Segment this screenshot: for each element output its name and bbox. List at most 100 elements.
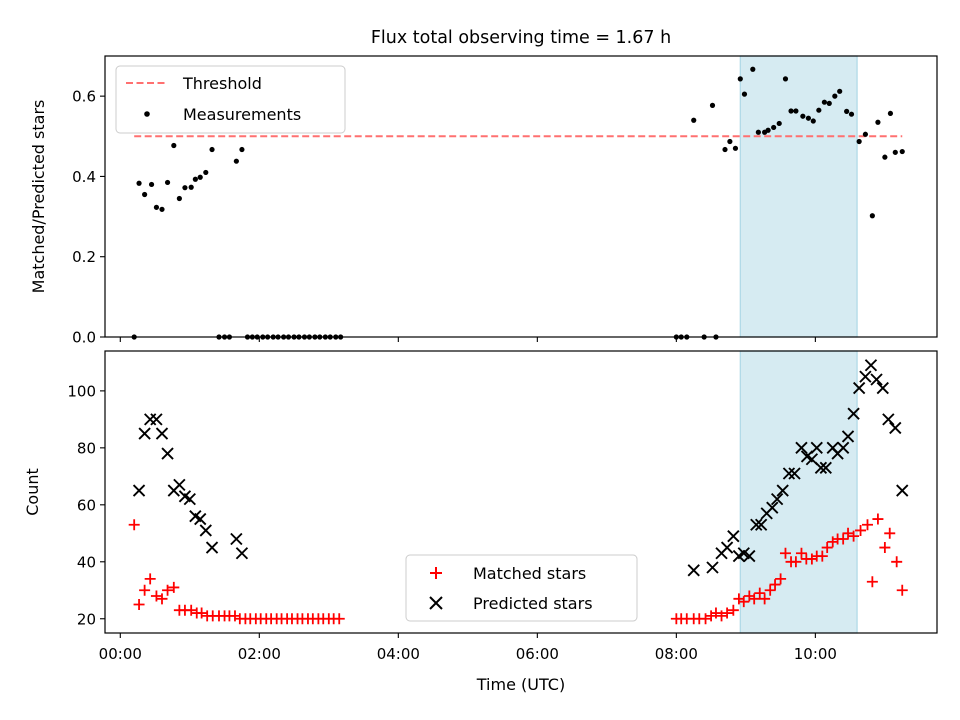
matched-star-point (891, 556, 903, 568)
measurement-point (188, 184, 194, 190)
matched-star-point (759, 593, 771, 605)
highlight-span-rect (739, 350, 858, 634)
matched-star-point (710, 607, 722, 619)
measurement-point (182, 185, 188, 191)
figure-title: Flux total observing time = 1.67 h (371, 28, 671, 48)
predicted-star-point (810, 441, 823, 455)
x-axis-label: Time (UTC) (476, 675, 565, 694)
predicted-star-point (814, 461, 828, 474)
bottom-x-ticks: 00:00 02:00 04:00 06:00 08:00 10:00 (99, 633, 837, 663)
predicted-star-point (706, 561, 719, 574)
predicted-star-point (776, 484, 789, 497)
measurement-point (848, 111, 855, 117)
y-tick-label: 80 (77, 439, 96, 457)
measurement-point (755, 129, 761, 135)
matched-star-point (716, 610, 728, 622)
predicted-star-point (859, 370, 872, 383)
predicted-star-point (766, 501, 779, 514)
measurement-point (691, 117, 697, 123)
predicted-star-point (138, 427, 151, 440)
matched-star-point (848, 530, 860, 542)
matched-star-point (156, 593, 168, 605)
measurement-point (159, 206, 165, 212)
bottom-highlight-span (739, 350, 858, 634)
measurement-point (197, 174, 203, 180)
bottom-axes-frame (104, 350, 938, 634)
predicted-star-point (161, 447, 174, 460)
measurement-point (171, 142, 177, 149)
predicted-star-point (836, 441, 850, 455)
measurement-point (136, 180, 142, 186)
top-y-axis-label: Matched/Predicted stars (29, 100, 48, 294)
measurement-point (727, 138, 733, 145)
predicted-star-point (870, 373, 883, 386)
predicted-star-point (876, 381, 889, 395)
matched-star-point (884, 527, 896, 539)
measurement-point (810, 118, 816, 124)
predicted-star-point (847, 407, 860, 420)
predicted-star-point (194, 512, 207, 526)
predicted-star-point (687, 564, 700, 577)
measurement-point (800, 113, 806, 119)
measurement-point (203, 169, 209, 176)
predicted-star-point (819, 461, 832, 474)
predicted-star-point (750, 518, 763, 531)
y-tick-label: 0.2 (72, 248, 96, 266)
top-y-ticks: 0.0 0.2 0.4 0.6 (72, 88, 105, 347)
measurements-legend-label: Measurements (183, 105, 301, 124)
matched-star-point (775, 573, 787, 585)
measurement-point (776, 120, 782, 127)
bottom-y-axis-label: Count (23, 468, 42, 516)
measurement-point (192, 176, 198, 182)
measurement-point (869, 213, 875, 219)
top-highlight-span (739, 55, 858, 338)
matched-star-point (790, 556, 802, 568)
x-tick-label: 08:00 (655, 645, 698, 663)
predicted-star-point (183, 492, 196, 506)
measurement-point (153, 204, 160, 210)
highlight-span-rect (739, 55, 858, 338)
y-tick-label: 100 (67, 382, 96, 400)
x-tick-label: 06:00 (516, 645, 559, 663)
predicted-star-point (852, 381, 866, 395)
measurement-point (771, 124, 777, 131)
measurement-point (737, 76, 743, 82)
x-tick-label: 00:00 (99, 645, 142, 663)
measurement-point (142, 191, 148, 198)
x-tick-label: 10:00 (794, 645, 837, 663)
predicted-star-point (720, 541, 734, 554)
measurement-point (239, 146, 245, 153)
predicted-star-point (205, 541, 219, 554)
measurement-point (793, 108, 799, 114)
matched-star-point (769, 579, 781, 591)
top-legend: Threshold Measurements (115, 65, 346, 134)
matched-star-point (128, 519, 140, 531)
measurement-point (741, 91, 748, 97)
measurement-point (856, 138, 862, 145)
predicted-star-point (235, 547, 249, 560)
matched-star-point (754, 587, 766, 599)
matched-legend-swatch (430, 567, 442, 579)
x-tick-label: 02:00 (238, 645, 281, 663)
predicted-star-point (770, 492, 784, 506)
measurement-point (709, 102, 716, 108)
matched-star-point (738, 596, 750, 608)
matched-star-point (196, 607, 208, 619)
measurement-point (732, 145, 739, 151)
measurements-legend-swatch (144, 111, 150, 117)
measurement-points (131, 66, 905, 340)
matched-star-point (721, 607, 733, 619)
measurement-point (862, 131, 869, 137)
matched-star-point (855, 524, 867, 536)
measurement-point (837, 88, 843, 94)
predicted-star-point (199, 524, 212, 537)
matched-star-point (727, 604, 739, 616)
measurement-point (788, 108, 794, 114)
measurement-point (805, 115, 812, 121)
x-tick-label: 04:00 (377, 645, 420, 663)
predicted-star-point (841, 430, 855, 443)
matched-star-point (879, 542, 891, 554)
threshold-legend-label: Threshold (182, 74, 262, 93)
measurement-point (816, 107, 822, 113)
